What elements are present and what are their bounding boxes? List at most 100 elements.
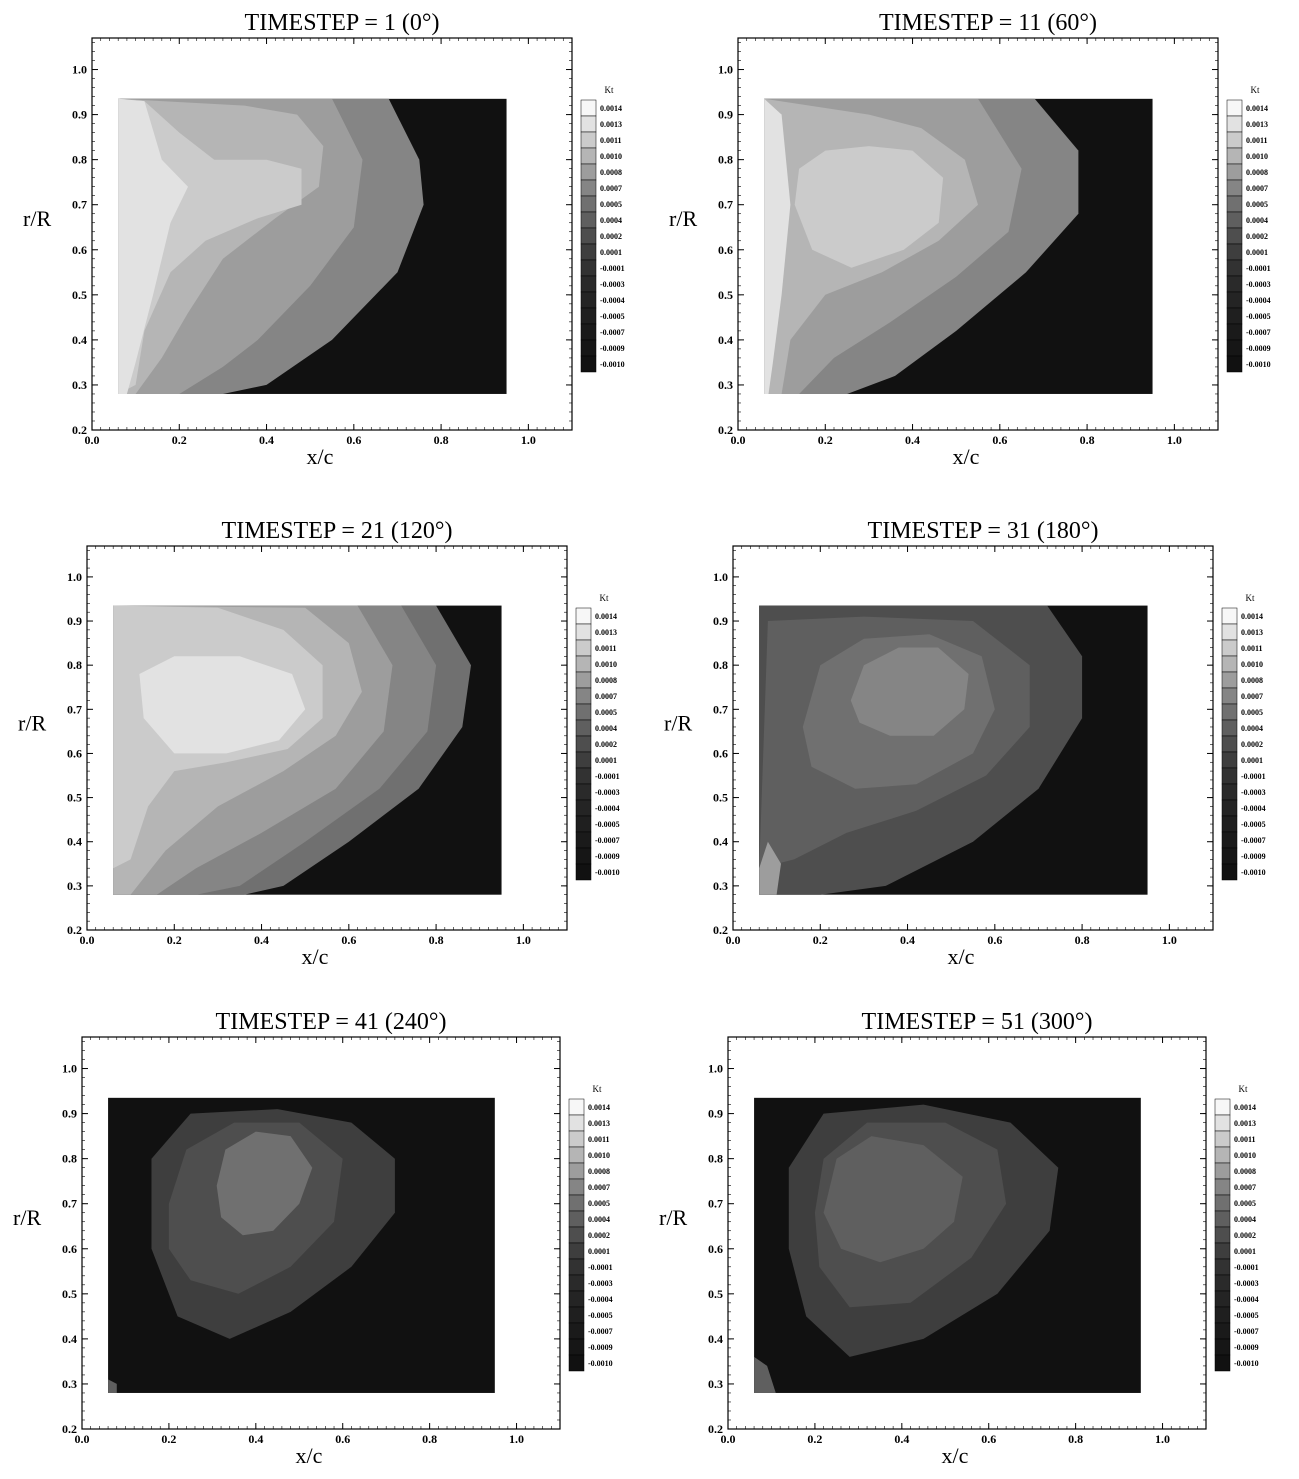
- legend-level-label: 0.0001: [1246, 248, 1268, 257]
- x-tick-label: 0.4: [900, 933, 915, 947]
- legend-swatch: [580, 227, 597, 245]
- legend-swatch: [568, 1098, 585, 1116]
- legend-swatch: [1226, 355, 1243, 373]
- y-axis-label: r/R: [664, 710, 692, 735]
- legend-swatch: [1226, 307, 1243, 325]
- legend-level-label: 0.0002: [600, 232, 622, 241]
- legend-level-label: -0.0005: [1241, 820, 1266, 829]
- legend-level-label: -0.0005: [588, 1311, 613, 1320]
- legend-swatch: [1221, 799, 1238, 817]
- legend-level-label: 0.0001: [1234, 1247, 1256, 1256]
- legend-swatch: [568, 1210, 585, 1228]
- legend-swatch: [575, 767, 592, 785]
- legend-level-label: -0.0007: [1241, 836, 1266, 845]
- legend-swatch: [1226, 323, 1243, 341]
- y-tick-label: 0.9: [72, 108, 87, 122]
- y-tick-label: 0.9: [708, 1107, 723, 1121]
- legend-swatch: [1221, 767, 1238, 785]
- x-axis-label: x/c: [942, 1443, 969, 1468]
- y-tick-label: 0.5: [62, 1287, 77, 1301]
- x-axis-label: x/c: [948, 944, 975, 969]
- legend-swatch: [1226, 179, 1243, 197]
- y-tick-label: 0.8: [713, 658, 728, 672]
- y-tick-label: 0.5: [67, 791, 82, 805]
- legend-level-label: 0.0008: [595, 676, 617, 685]
- x-tick-label: 0.6: [987, 933, 1002, 947]
- y-tick-label: 0.4: [713, 835, 728, 849]
- legend-swatch: [1214, 1146, 1231, 1164]
- legend-swatch: [1221, 815, 1238, 833]
- legend-swatch: [1214, 1338, 1231, 1356]
- legend-title: Kt: [1239, 1084, 1248, 1094]
- legend-level-label: 0.0004: [588, 1215, 610, 1224]
- x-tick-label: 0.8: [1080, 433, 1095, 447]
- legend-level-label: 0.0008: [600, 168, 622, 177]
- y-tick-label: 0.5: [713, 791, 728, 805]
- legend-level-label: 0.0002: [588, 1231, 610, 1240]
- legend-level-label: -0.0010: [595, 868, 620, 877]
- legend-swatch: [1214, 1178, 1231, 1196]
- x-tick-label: 1.0: [509, 1432, 524, 1446]
- x-tick-label: 0.6: [335, 1432, 350, 1446]
- y-tick-label: 0.9: [67, 614, 82, 628]
- x-tick-label: 0.4: [905, 433, 920, 447]
- legend-level-label: 0.0010: [588, 1151, 610, 1160]
- x-tick-label: 0.6: [341, 933, 356, 947]
- chart-panel-4: 0.0 0.2 0.4 0.6 0.8 1.00.20.30.40.50.60.70.80…: [664, 518, 1266, 969]
- legend-swatch: [1214, 1354, 1231, 1372]
- contour-region: [794, 146, 944, 268]
- legend-swatch: [1214, 1162, 1231, 1180]
- legend-swatch: [1226, 259, 1243, 277]
- legend-swatch: [1214, 1258, 1231, 1276]
- legend-swatch: [575, 799, 592, 817]
- legend-level-label: 0.0010: [1241, 660, 1263, 669]
- x-tick-label: 1.0: [1155, 1432, 1170, 1446]
- x-tick-label: 0.0: [731, 433, 746, 447]
- legend-level-label: 0.0002: [1246, 232, 1268, 241]
- legend-level-label: 0.0008: [588, 1167, 610, 1176]
- legend-level-label: 0.0002: [595, 740, 617, 749]
- x-tick-label: 0.8: [429, 933, 444, 947]
- legend-level-label: 0.0002: [1241, 740, 1263, 749]
- legend-level-label: -0.0004: [600, 296, 625, 305]
- y-tick-label: 0.4: [708, 1332, 723, 1346]
- legend-level-label: 0.0001: [600, 248, 622, 257]
- legend-level-label: 0.0011: [1241, 644, 1263, 653]
- legend-swatch: [568, 1162, 585, 1180]
- legend-swatch: [568, 1354, 585, 1372]
- legend-level-label: -0.0004: [588, 1295, 613, 1304]
- y-tick-label: 0.6: [713, 746, 728, 760]
- legend-level-label: 0.0013: [1246, 120, 1268, 129]
- legend-swatch: [1221, 687, 1238, 705]
- legend-level-label: -0.0007: [600, 328, 625, 337]
- legend-level-label: -0.0010: [1241, 868, 1266, 877]
- y-tick-label: 0.9: [62, 1107, 77, 1121]
- y-tick-label: 0.6: [62, 1242, 77, 1256]
- legend-level-label: -0.0007: [1246, 328, 1271, 337]
- y-tick-label: 0.2: [713, 923, 728, 937]
- legend-swatch: [1214, 1306, 1231, 1324]
- legend-swatch: [580, 115, 597, 133]
- y-tick-label: 0.3: [62, 1377, 77, 1391]
- legend-swatch: [575, 831, 592, 849]
- y-tick-label: 0.7: [67, 702, 82, 716]
- x-tick-label: 0.8: [434, 433, 449, 447]
- contour-region: [216, 1131, 313, 1236]
- y-tick-label: 0.4: [72, 333, 87, 347]
- chart-panel-3: 0.0 0.2 0.4 0.6 0.8 1.00.20.30.40.50.60.70.80…: [18, 518, 620, 969]
- legend-level-label: 0.0004: [1246, 216, 1268, 225]
- legend-swatch: [1226, 227, 1243, 245]
- contour-region: [850, 647, 969, 736]
- legend-level-label: 0.0007: [1246, 184, 1268, 193]
- legend-swatch: [580, 275, 597, 293]
- legend-level-label: 0.0008: [1246, 168, 1268, 177]
- legend-level-label: 0.0007: [600, 184, 622, 193]
- legend-swatch: [1221, 783, 1238, 801]
- x-tick-label: 0.6: [346, 433, 361, 447]
- legend-swatch: [1221, 719, 1238, 737]
- x-tick-label: 1.0: [516, 933, 531, 947]
- x-tick-label: 0.0: [726, 933, 741, 947]
- y-tick-label: 0.8: [718, 153, 733, 167]
- y-tick-label: 0.2: [62, 1422, 77, 1436]
- legend-swatch: [1214, 1322, 1231, 1340]
